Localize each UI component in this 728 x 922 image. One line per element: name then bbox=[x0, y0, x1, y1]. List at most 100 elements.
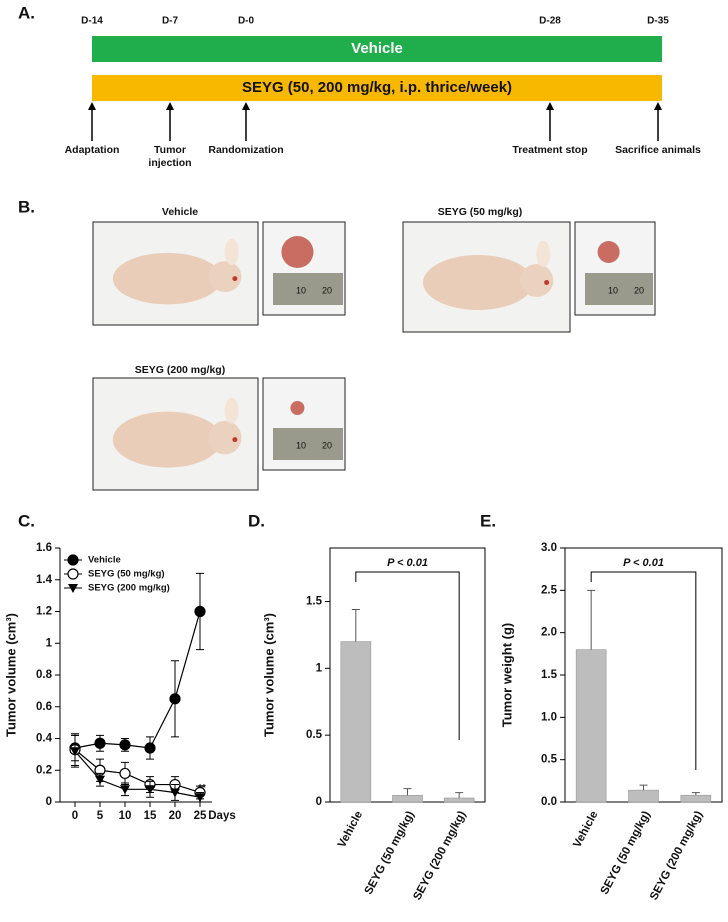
mouse-head bbox=[519, 264, 554, 297]
error-bar bbox=[351, 608, 360, 642]
y-tick-label: 0 bbox=[316, 796, 322, 808]
mouse-ear bbox=[536, 240, 551, 267]
ruler bbox=[273, 273, 343, 305]
day-label: D-35 bbox=[647, 16, 669, 27]
bar bbox=[575, 649, 607, 803]
annotation: P < 0.01 bbox=[387, 557, 428, 569]
panel-label: E. bbox=[480, 511, 496, 530]
data-point bbox=[144, 742, 156, 754]
y-axis-label: Tumor volume (cm³) bbox=[3, 613, 18, 737]
data-point bbox=[120, 785, 130, 795]
y-tick-label: 1 bbox=[46, 637, 53, 649]
mouse-eye bbox=[232, 276, 238, 282]
y-tick-label: 2.0 bbox=[541, 627, 557, 639]
mouse-eye bbox=[544, 280, 550, 285]
ruler-label: 10 bbox=[608, 285, 618, 295]
y-tick-label: 0.2 bbox=[36, 764, 52, 776]
y-tick-label: 0.6 bbox=[36, 701, 52, 713]
bar-label: Vehicle bbox=[351, 40, 403, 57]
y-tick-label: 1.4 bbox=[36, 574, 53, 586]
x-tick-label: Vehicle bbox=[336, 809, 365, 850]
panel-label: C. bbox=[18, 511, 35, 530]
event-label: Tumor bbox=[154, 144, 186, 156]
x-tick-label: 15 bbox=[144, 810, 157, 822]
bar bbox=[628, 789, 659, 803]
x-tick-label: 20 bbox=[169, 810, 182, 822]
bar-label: SEYG (50, 200 mg/kg, i.p. thrice/week) bbox=[242, 79, 512, 96]
data-point bbox=[145, 785, 155, 795]
error-bar bbox=[403, 788, 412, 796]
y-tick-label: 1.5 bbox=[541, 669, 558, 681]
vehicle-bar bbox=[92, 36, 662, 62]
x-tick-label: SEYG (50 mg/kg) bbox=[599, 809, 653, 897]
x-tick-label: 0 bbox=[72, 810, 78, 822]
legend-marker bbox=[67, 568, 79, 580]
ruler-label: 20 bbox=[322, 440, 332, 450]
x-tick-label: Vehicle bbox=[571, 809, 600, 850]
x-tick-label: 10 bbox=[119, 810, 132, 822]
ruler bbox=[585, 273, 653, 305]
ruler bbox=[273, 428, 343, 460]
y-tick-label: 0.0 bbox=[541, 796, 557, 808]
error-bar bbox=[639, 784, 648, 791]
bar bbox=[680, 794, 712, 803]
data-point bbox=[169, 693, 181, 705]
y-axis-label: Tumor weight (g) bbox=[499, 623, 514, 727]
day-label: D-28 bbox=[539, 16, 561, 27]
legend-label: SEYG (50 mg/kg) bbox=[88, 569, 165, 580]
y-tick-label: 1.2 bbox=[36, 606, 52, 618]
annotation: P < 0.01 bbox=[623, 557, 664, 569]
y-tick-label: 0.5 bbox=[541, 754, 558, 766]
day-label: D-0 bbox=[238, 16, 255, 27]
data-point bbox=[194, 605, 206, 618]
error-bar bbox=[455, 792, 464, 798]
data-point bbox=[170, 788, 180, 798]
x-tick-label: SEYG (200 mg/kg) bbox=[648, 809, 705, 902]
legend-label: Vehicle bbox=[88, 555, 121, 566]
y-tick-label: 1.5 bbox=[306, 596, 323, 608]
event-label: Sacrifice animals bbox=[615, 144, 701, 156]
arrow-head bbox=[166, 102, 174, 110]
event-label: Treatment stop bbox=[512, 144, 587, 156]
ruler-label: 20 bbox=[634, 285, 644, 295]
tumor bbox=[281, 236, 314, 268]
y-tick-label: 0 bbox=[46, 796, 52, 808]
data-point bbox=[70, 747, 80, 757]
mouse-body bbox=[112, 252, 222, 305]
panel-label: A. bbox=[18, 3, 35, 22]
significance-bracket bbox=[355, 571, 460, 740]
y-tick-label: 3.0 bbox=[541, 542, 557, 554]
x-tick-label: 25 bbox=[194, 810, 207, 822]
legend-label: SEYG (200 mg/kg) bbox=[88, 583, 170, 594]
event-label: Randomization bbox=[208, 144, 283, 156]
arrow-head bbox=[88, 102, 96, 110]
treatment-bar bbox=[92, 75, 662, 101]
photo-title: SEYG (200 mg/kg) bbox=[135, 364, 225, 376]
mouse-body bbox=[423, 255, 534, 310]
annotation: ** bbox=[198, 783, 206, 794]
data-point bbox=[195, 793, 205, 803]
series-line bbox=[74, 749, 201, 794]
data-point bbox=[95, 775, 105, 785]
y-axis-label: Tumor volume (cm³) bbox=[261, 613, 276, 737]
event-label: Adaptation bbox=[65, 144, 120, 156]
bar bbox=[392, 795, 423, 803]
x-axis-label: Days bbox=[208, 810, 236, 822]
photo-title: SEYG (50 mg/kg) bbox=[438, 206, 523, 218]
y-tick-label: 1.0 bbox=[541, 711, 557, 723]
panel-label: B. bbox=[18, 197, 35, 216]
significance-bracket bbox=[590, 571, 697, 770]
mouse-ear bbox=[224, 397, 239, 424]
data-point bbox=[119, 767, 131, 780]
arrow-head bbox=[242, 102, 250, 110]
day-label: D-7 bbox=[162, 16, 179, 27]
ruler-label: 10 bbox=[296, 285, 306, 295]
y-tick-label: 0.8 bbox=[36, 669, 53, 681]
y-tick-label: 2.5 bbox=[541, 584, 558, 596]
day-label: D-14 bbox=[81, 16, 103, 27]
tumor bbox=[290, 401, 305, 415]
y-tick-label: 0.4 bbox=[36, 733, 53, 745]
mouse-eye bbox=[232, 437, 238, 443]
event-label: injection bbox=[148, 157, 191, 169]
